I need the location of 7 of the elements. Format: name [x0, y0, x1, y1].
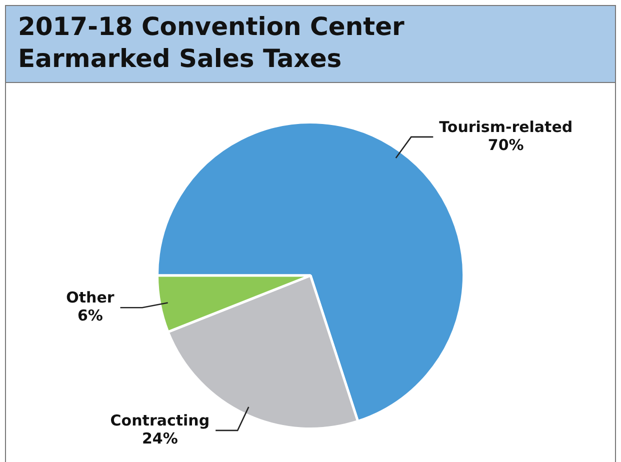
chart-title: 2017-18 Convention Center Earmarked Sales Taxes — [6, 5, 615, 83]
slice-label: Other — [66, 288, 115, 306]
slice-label: Tourism-related — [439, 118, 573, 136]
data-label: 24% — [142, 429, 178, 448]
slice-label: Contracting — [110, 411, 210, 430]
data-label: 70% — [488, 136, 524, 154]
data-label: 6% — [77, 306, 103, 324]
